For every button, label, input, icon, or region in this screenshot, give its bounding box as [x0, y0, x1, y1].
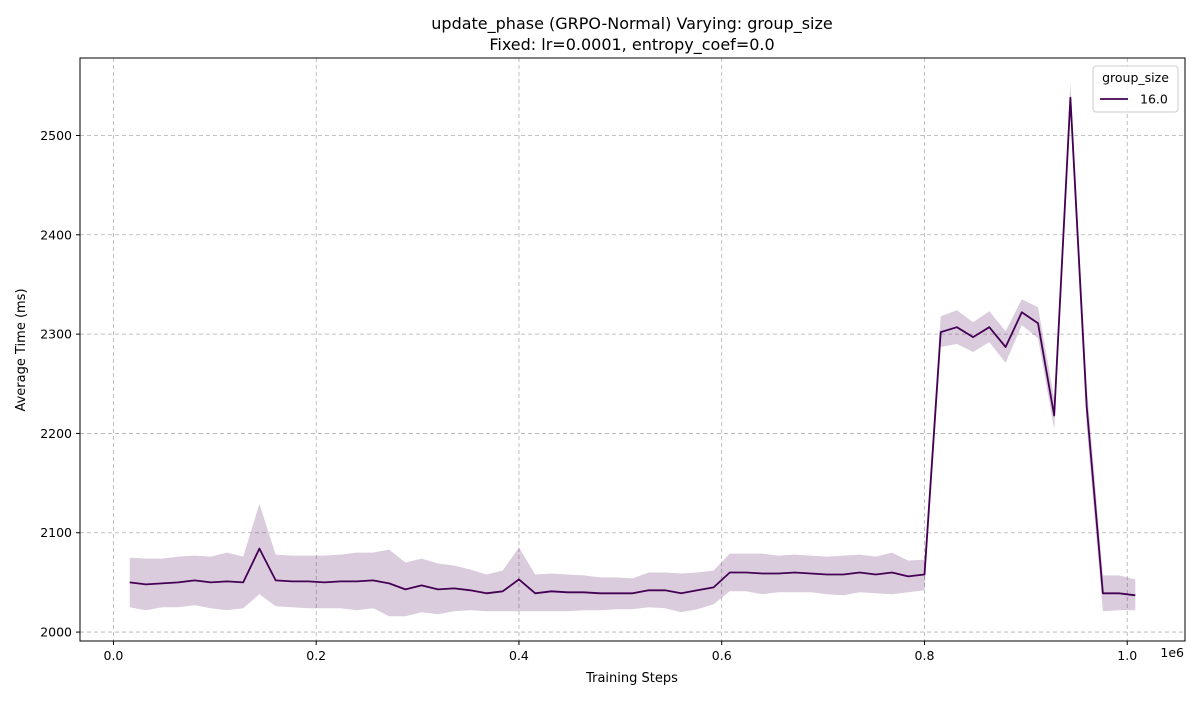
- x-tick-label: 1.0: [1117, 648, 1137, 663]
- plot-frame: [79, 57, 1186, 642]
- y-tick-label: 2000: [40, 625, 72, 640]
- axis-ticks: 0.0 0.2 0.4 0.6 0.8 1.0 2000 2100 2200 2300 2400 25…: [40, 128, 1137, 663]
- y-tick-label: 2300: [40, 327, 72, 342]
- x-tick-label: 0.6: [712, 648, 732, 663]
- grid: [80, 58, 1185, 641]
- x-tick-label: 0.2: [306, 648, 326, 663]
- x-tick-label: 0.8: [915, 648, 935, 663]
- x-tick-label: 0.4: [509, 648, 529, 663]
- series-line-16: [129, 96, 1136, 597]
- chart-title-line2: Fixed: lr=0.0001, entropy_coef=0.0: [489, 35, 774, 55]
- legend-title: group_size: [1102, 70, 1169, 85]
- y-axis-label: Average Time (ms): [14, 288, 29, 411]
- y-tick-label: 2100: [40, 525, 72, 540]
- x-axis-label: Training Steps: [585, 671, 678, 686]
- confidence-bands: [129, 82, 1136, 617]
- chart-title-line1: update_phase (GRPO-Normal) Varying: grou…: [431, 14, 832, 34]
- x-tick-label: 0.0: [104, 648, 124, 663]
- series-band-16: [129, 82, 1136, 617]
- x-axis-offset-label: 1e6: [1160, 645, 1184, 660]
- y-tick-label: 2400: [40, 227, 72, 242]
- legend-box: [1092, 65, 1179, 113]
- legend-series-label: 16.0: [1140, 92, 1168, 107]
- y-tick-label: 2200: [40, 426, 72, 441]
- series-lines: [129, 96, 1136, 597]
- y-tick-label: 2500: [40, 128, 72, 143]
- legend: group_size 16.0: [1092, 65, 1179, 113]
